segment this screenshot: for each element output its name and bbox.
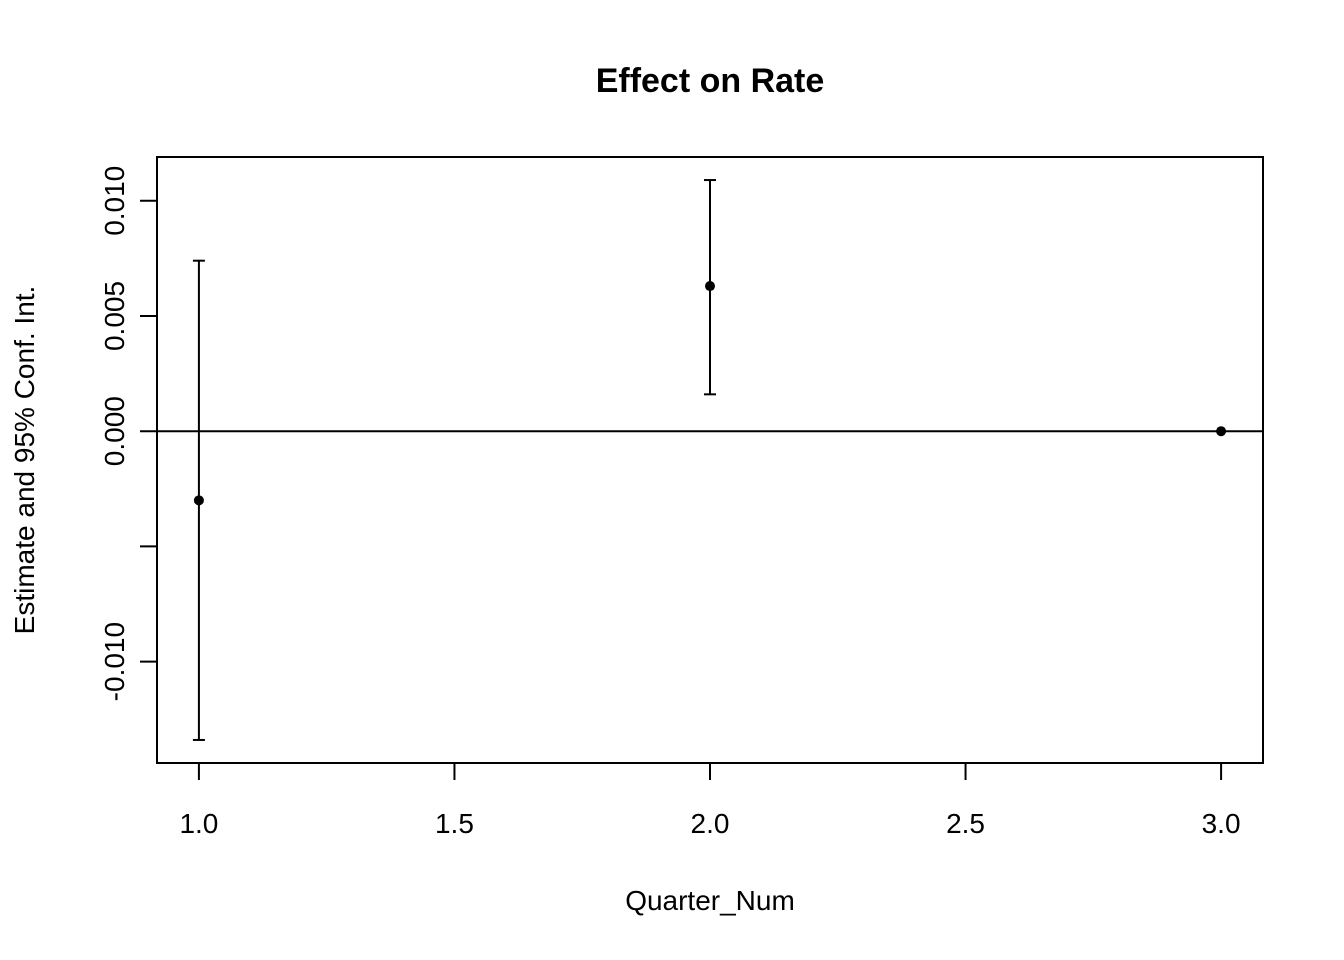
y-tick-label: 0.005 <box>99 281 130 351</box>
x-axis-label: Quarter_Num <box>625 885 795 916</box>
x-tick-label: 2.0 <box>691 808 730 839</box>
point-estimate <box>193 495 204 506</box>
chart-title: Effect on Rate <box>596 62 825 100</box>
x-tick-label: 1.0 <box>179 808 218 839</box>
y-axis-label: Estimate and 95% Conf. Int. <box>9 286 40 635</box>
y-tick-label: 0.000 <box>99 396 130 466</box>
error-bar-marks <box>192 179 1227 741</box>
x-axis: 1.0 1.5 2.0 2.5 3.0 <box>179 762 1241 839</box>
point-estimate <box>705 281 715 292</box>
y-tick-label: 0.010 <box>99 166 130 236</box>
x-tick-label: 2.5 <box>946 808 985 839</box>
y-tick-label: -0.010 <box>99 622 130 701</box>
x-tick-label: 1.5 <box>435 808 474 839</box>
y-axis: -0.010 0.000 0.005 0.010 <box>99 166 158 701</box>
point-estimate <box>1216 426 1227 437</box>
x-tick-label: 3.0 <box>1202 808 1241 839</box>
